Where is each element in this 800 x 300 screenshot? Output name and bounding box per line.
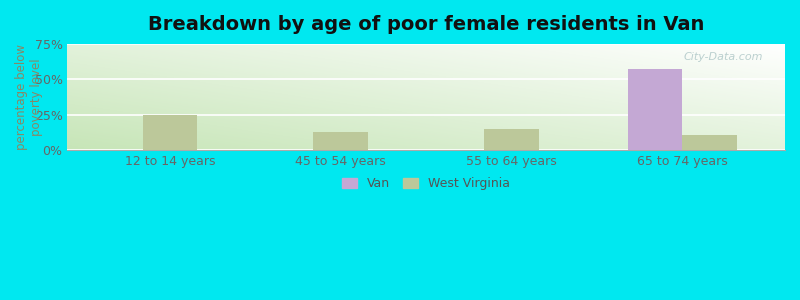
Y-axis label: percentage below
poverty level: percentage below poverty level (15, 44, 43, 150)
Bar (628, 69, 682, 150)
Bar (142, 115, 198, 150)
Bar (314, 132, 368, 150)
Bar (682, 135, 737, 150)
Bar (484, 129, 539, 150)
Text: City-Data.com: City-Data.com (684, 52, 763, 62)
Title: Breakdown by age of poor female residents in Van: Breakdown by age of poor female resident… (148, 15, 704, 34)
Legend: Van, West Virginia: Van, West Virginia (338, 172, 515, 195)
